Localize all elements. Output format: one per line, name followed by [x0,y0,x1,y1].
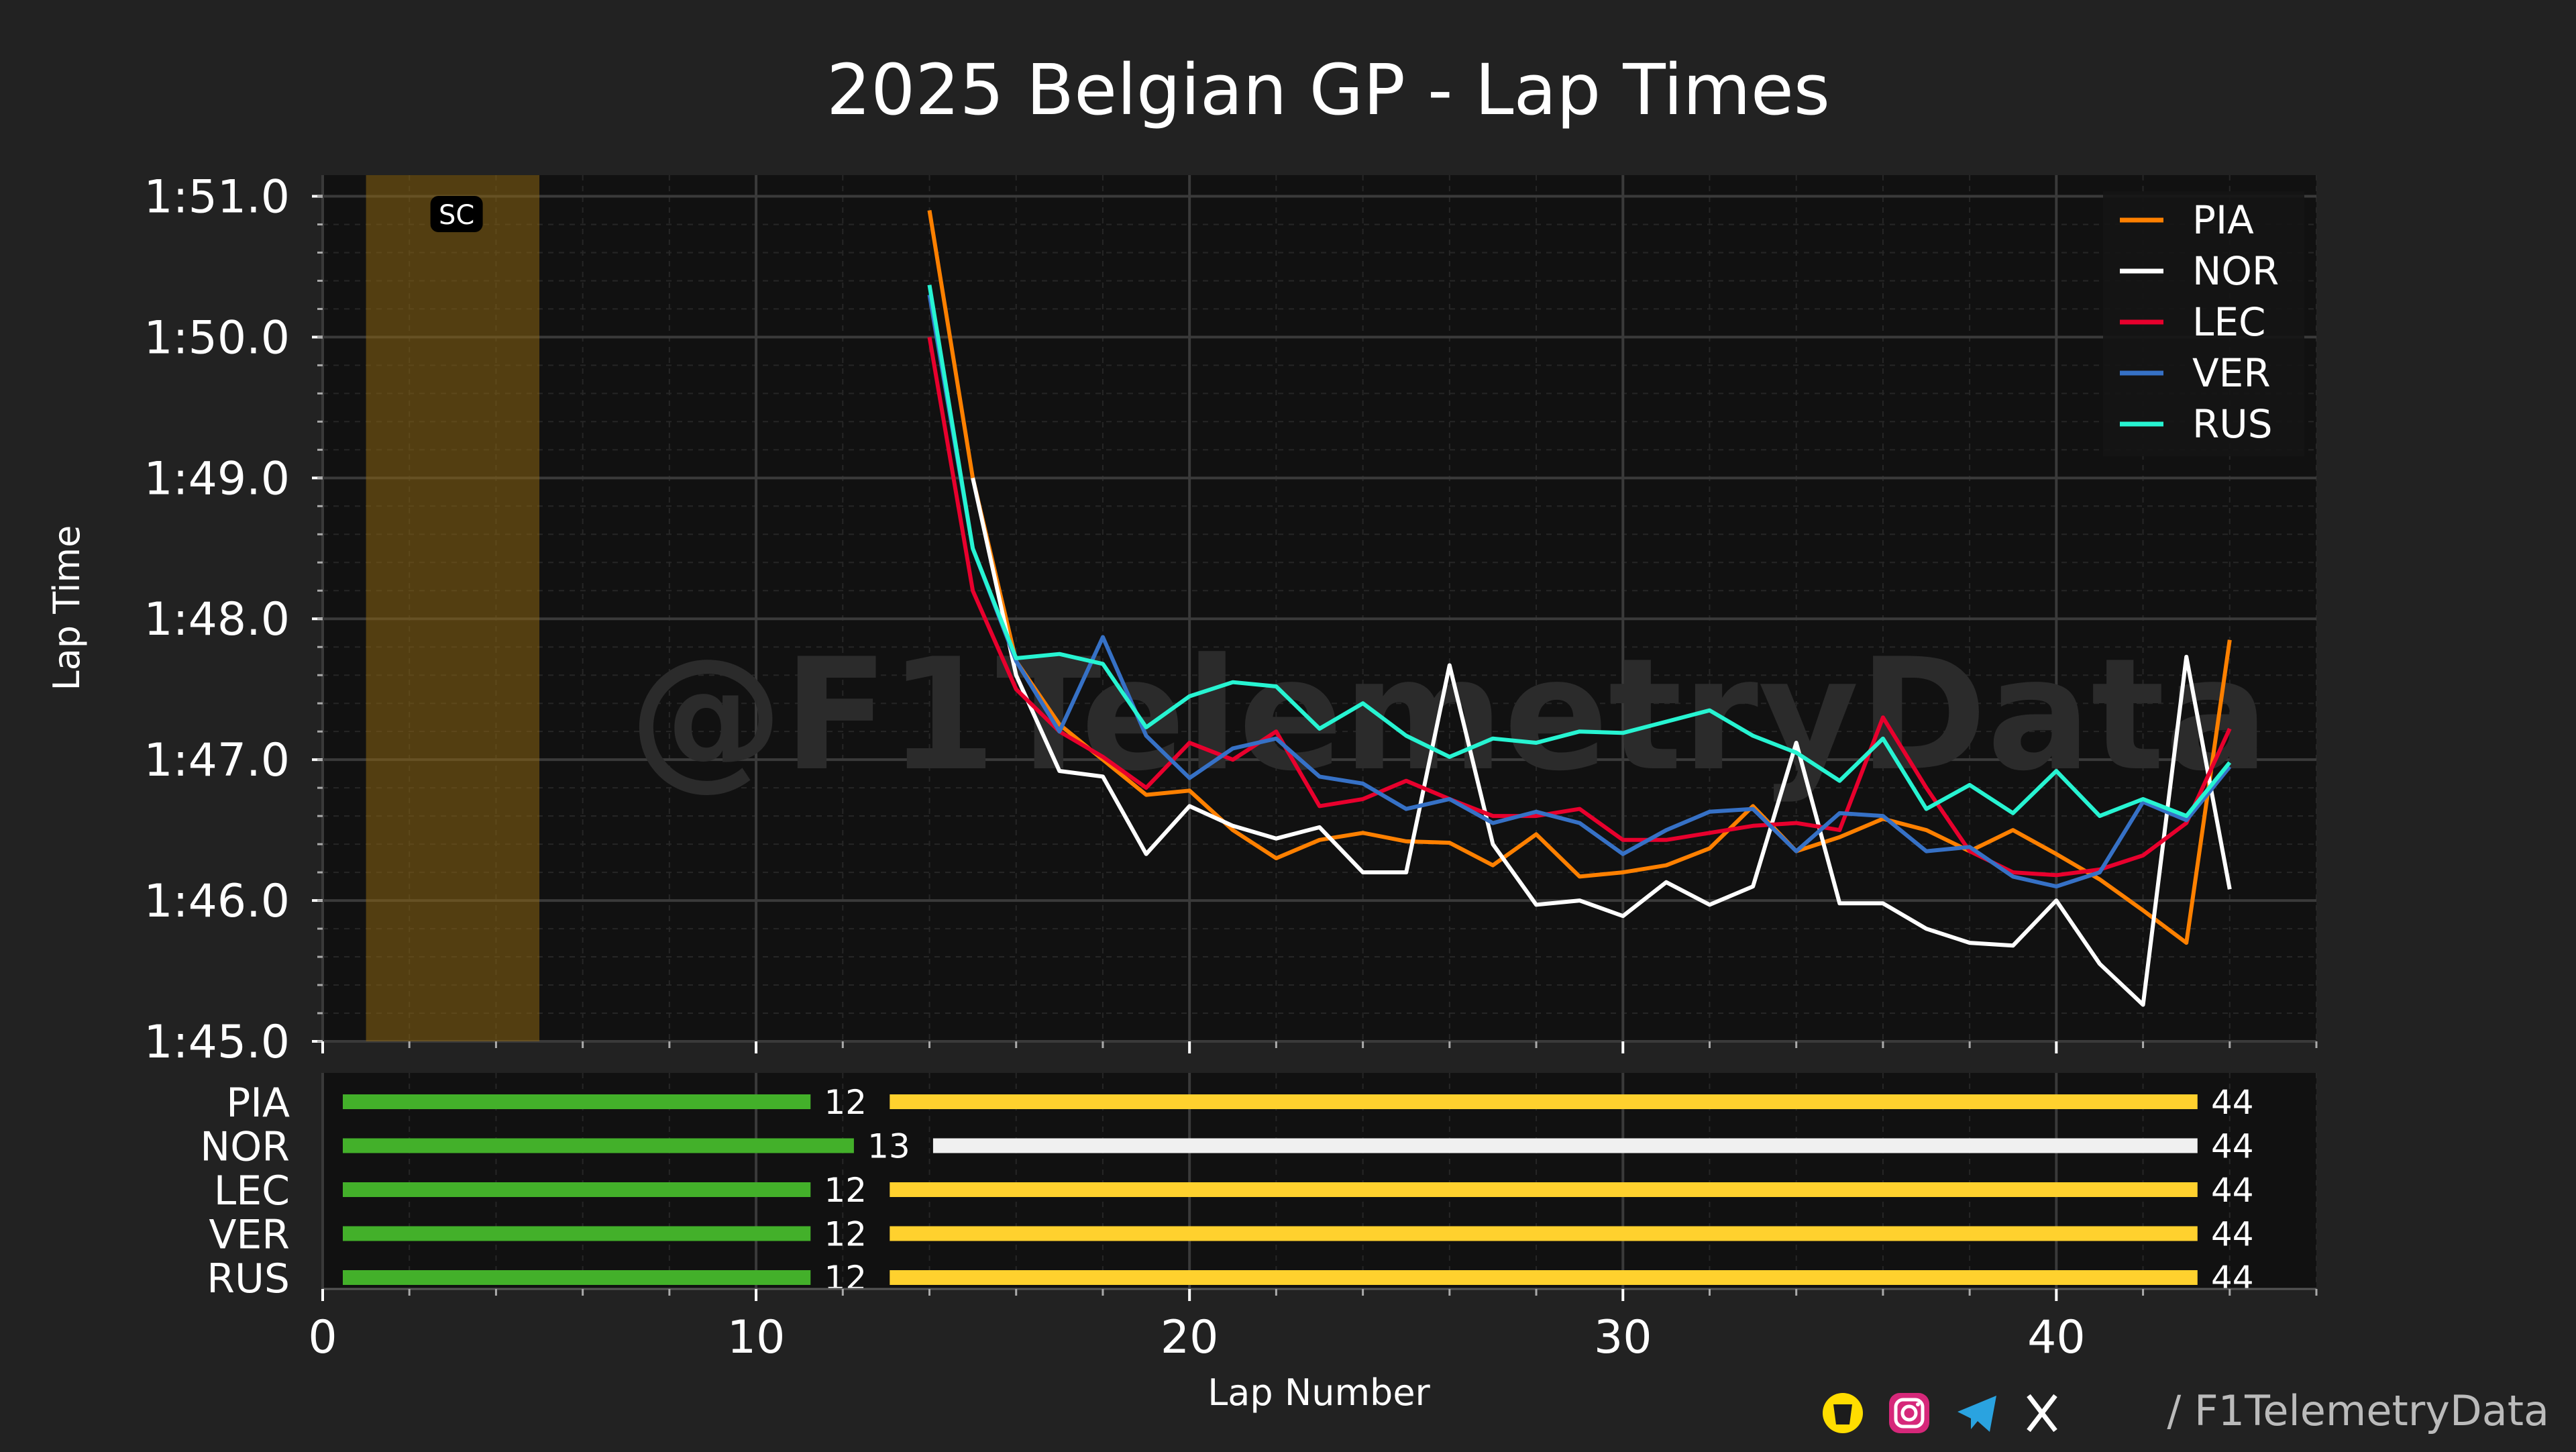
series-line-ver [927,294,2232,889]
legend-label-lec[interactable]: LEC [2192,299,2265,345]
buy-me-a-coffee-icon[interactable] [1823,1393,1863,1433]
chart-title: 2025 Belgian GP - Lap Times [826,49,1830,131]
laptime-plot-area [323,175,2316,1041]
safety-car-layer: SC [366,175,540,1041]
legend[interactable]: PIA NOR LEC VER RUS [2103,191,2304,456]
y-tick-label: 1:48.0 [144,593,290,646]
stint-bar-pia-2 [890,1094,2198,1109]
series-line-pia [927,210,2232,945]
laptime-grid [321,175,2317,1043]
driver-label-lec: LEC [214,1168,290,1214]
y-tick-label: 1:46.0 [144,875,290,928]
y-tick-label: 1:47.0 [144,734,290,787]
series-line-lec [927,336,2232,878]
x-tick-label: 0 [308,1311,337,1364]
x-tick-label: 10 [727,1311,786,1364]
y-tick-label: 1:50.0 [144,311,290,364]
stint-end-label: 13 [867,1127,910,1166]
stint-end-label: 12 [824,1259,867,1298]
series-line-nor [971,477,2232,1007]
driver-label-nor: NOR [200,1124,290,1171]
y-tick-label: 1:45.0 [144,1016,290,1069]
y-tick-label: 1:49.0 [144,452,290,505]
y-axis-label: Lap Time [46,525,88,691]
stint-bar-lec-1 [343,1182,811,1197]
legend-label-rus[interactable]: RUS [2192,401,2273,447]
y-tick-label: 1:51.0 [144,170,290,223]
instagram-icon[interactable] [1889,1393,1929,1433]
sc-label-background [430,196,483,232]
watermark: @F1TelemetryData [629,626,2269,805]
stint-bar-nor-1 [343,1138,854,1153]
stint-end-label: 44 [2211,1171,2254,1210]
driver-label-pia: PIA [226,1080,290,1127]
driver-label-ver: VER [209,1212,290,1259]
y-tick-labels: 1:45.0 1:46.0 1:47.0 1:48.0 1:49.0 1:50.0 1:51… [144,170,323,1069]
laptime-lines [927,210,2232,1007]
stint-bar-nor-2 [932,1138,2198,1153]
x-tick-label: 40 [2027,1311,2086,1364]
series-line-rus [927,284,2232,819]
tyre-stints: 12 44 13 44 12 44 12 44 12 44 [343,1083,2254,1298]
stint-end-label: 12 [824,1215,867,1254]
stint-bar-ver-2 [890,1226,2198,1241]
x-axis-label: Lap Number [1208,1371,1430,1414]
x-tick-label: 30 [1594,1311,1652,1364]
legend-label-nor[interactable]: NOR [2192,248,2279,294]
legend-label-pia[interactable]: PIA [2192,197,2254,243]
x-tick-label: 20 [1161,1311,1219,1364]
x-icon[interactable] [2027,1394,2057,1433]
credit-bar: / F1TelemetryData [1823,1386,2549,1435]
x-ticks: 0 10 20 30 40 [308,1041,2318,1364]
stint-bar-ver-1 [343,1226,811,1241]
stint-end-label: 44 [2211,1259,2254,1298]
driver-label-rus: RUS [207,1255,290,1302]
stint-bar-rus-2 [890,1270,2198,1285]
stint-bar-pia-1 [343,1094,811,1109]
telegram-icon[interactable] [1957,1396,1996,1432]
stint-bar-lec-2 [890,1182,2198,1197]
stint-end-label: 44 [2211,1127,2254,1166]
stint-end-label: 12 [824,1171,867,1210]
stint-bar-rus-1 [343,1270,811,1285]
stint-end-label: 44 [2211,1215,2254,1254]
safety-car-band [366,175,540,1041]
legend-label-ver[interactable]: VER [2192,350,2271,396]
credit-handle[interactable]: / F1TelemetryData [2167,1386,2549,1435]
sc-label: SC [439,200,474,231]
stint-end-label: 12 [824,1083,867,1122]
stint-end-label: 44 [2211,1083,2254,1122]
